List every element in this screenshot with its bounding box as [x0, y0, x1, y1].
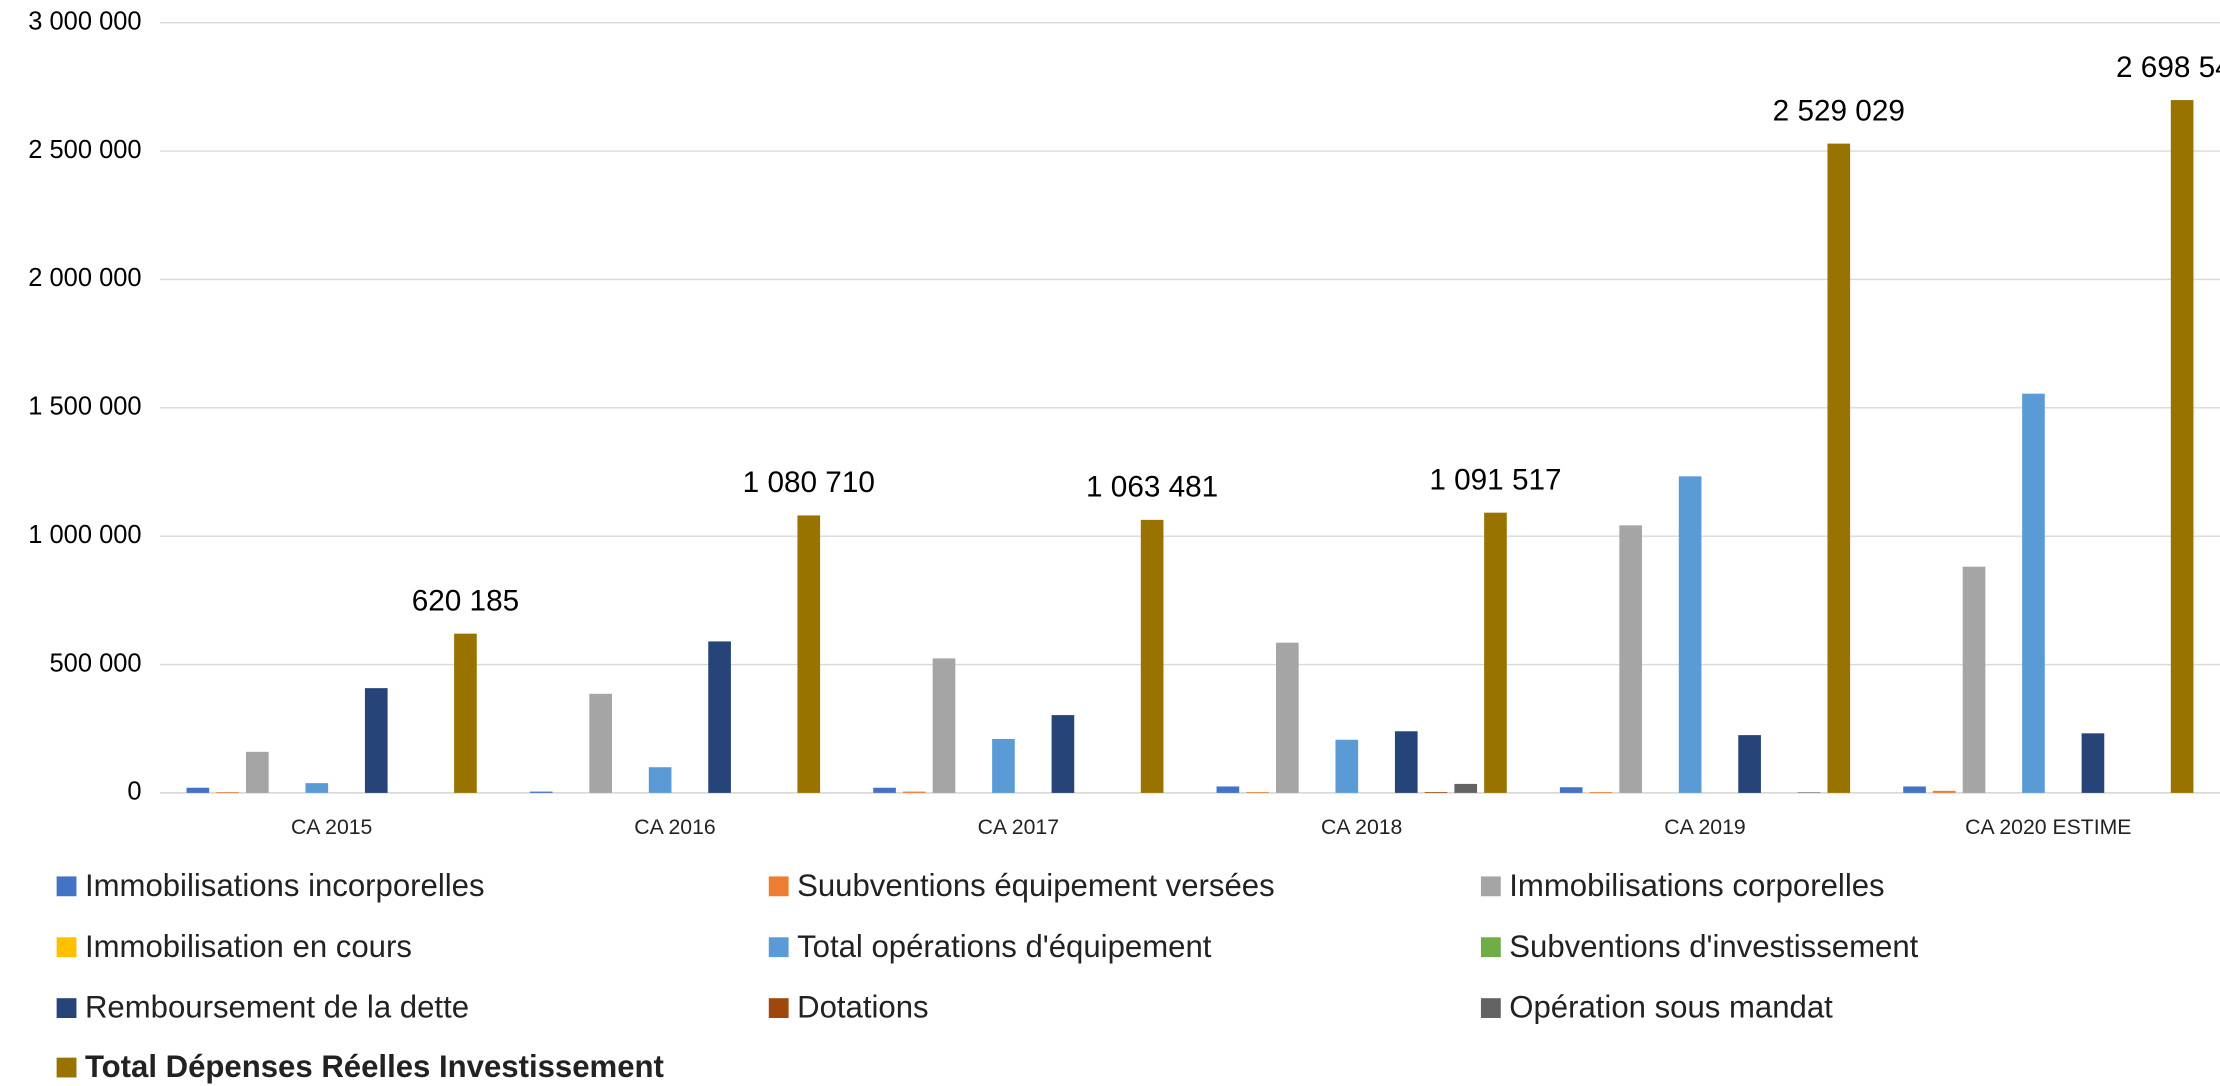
bar: [1738, 735, 1761, 793]
bar: [902, 791, 926, 793]
bar: [1051, 715, 1075, 793]
y-tick-label: 3 000 000: [28, 7, 141, 35]
bar: [1140, 519, 1164, 793]
bar: [873, 787, 896, 793]
legend-swatch: [56, 998, 77, 1019]
y-tick-label: 2 500 000: [28, 136, 141, 164]
legend-swatch: [768, 998, 789, 1019]
bar: [1678, 476, 1702, 793]
bar: [932, 658, 956, 793]
bar: [186, 787, 210, 793]
bar: [708, 641, 731, 793]
bar: [2170, 100, 2194, 793]
legend-label: Remboursement de la dette: [85, 990, 469, 1025]
legend-label: Dotations: [797, 990, 928, 1025]
bar: [305, 783, 329, 793]
bar: [797, 515, 821, 793]
bar: [1903, 786, 1926, 793]
x-tick-label: CA 2019: [1664, 816, 1745, 839]
y-tick-label: 2 000 000: [28, 264, 141, 292]
bar: [1932, 790, 1956, 793]
bar: [529, 791, 553, 793]
y-tick-label: 1 500 000: [28, 393, 141, 421]
bar: [1484, 512, 1507, 793]
value-label: 1 091 517: [1429, 463, 1561, 496]
bar: [1335, 739, 1359, 793]
bar: [364, 688, 388, 793]
legend-label: Immobilisation en cours: [85, 929, 412, 964]
bar: [2022, 393, 2045, 793]
y-tick-label: 500 000: [50, 649, 142, 677]
bar: [1276, 642, 1299, 793]
bar: [1827, 143, 1851, 793]
y-tick-label: 1 000 000: [28, 521, 141, 549]
value-label: 1 063 481: [1086, 471, 1218, 504]
bar: [216, 792, 239, 793]
bar: [1589, 792, 1613, 793]
value-label: 2 529 029: [1773, 94, 1905, 127]
value-label: 620 185: [412, 584, 519, 617]
bar: [648, 767, 672, 793]
bar: [1424, 792, 1448, 793]
bar: [1559, 787, 1583, 793]
legend-label: Opération sous mandat: [1509, 990, 1833, 1025]
bar: [2081, 733, 2105, 793]
value-label: 2 698 549: [2116, 51, 2220, 84]
legend-swatch: [768, 937, 789, 958]
value-label: 1 080 710: [743, 466, 875, 499]
legend-label: Subventions d'investissement: [1509, 929, 1918, 964]
bar: [1246, 792, 1269, 793]
legend-swatch: [56, 1057, 77, 1078]
legend-swatch: [56, 876, 77, 897]
x-tick-label: CA 2020 ESTIME: [1965, 816, 2131, 839]
bar: [992, 738, 1015, 793]
bar: [245, 751, 269, 793]
legend-label: Immobilisations incorporelles: [85, 868, 485, 903]
legend-swatch: [1480, 998, 1501, 1019]
legend-label: Total Dépenses Réelles Investissement: [85, 1049, 664, 1084]
legend-swatch: [1480, 937, 1501, 958]
x-tick-label: CA 2018: [1321, 816, 1402, 839]
bar: [1394, 731, 1418, 793]
bar: [1962, 566, 1986, 793]
bar: [1797, 792, 1821, 793]
x-tick-label: CA 2017: [978, 816, 1059, 839]
x-tick-label: CA 2016: [634, 816, 715, 839]
bar: [1454, 783, 1478, 793]
x-tick-label: CA 2015: [291, 816, 372, 839]
bar: [1216, 786, 1240, 793]
legend-label: Immobilisations corporelles: [1509, 868, 1884, 903]
bar: [1619, 525, 1642, 793]
legend-swatch: [1480, 876, 1501, 897]
legend-swatch: [56, 937, 77, 958]
bar: [454, 633, 477, 793]
legend-label: Suubventions équipement versées: [797, 868, 1275, 903]
legend-label: Total opérations d'équipement: [797, 929, 1212, 964]
y-tick-label: 0: [127, 778, 141, 806]
bar: [589, 693, 612, 793]
legend-swatch: [768, 876, 789, 897]
